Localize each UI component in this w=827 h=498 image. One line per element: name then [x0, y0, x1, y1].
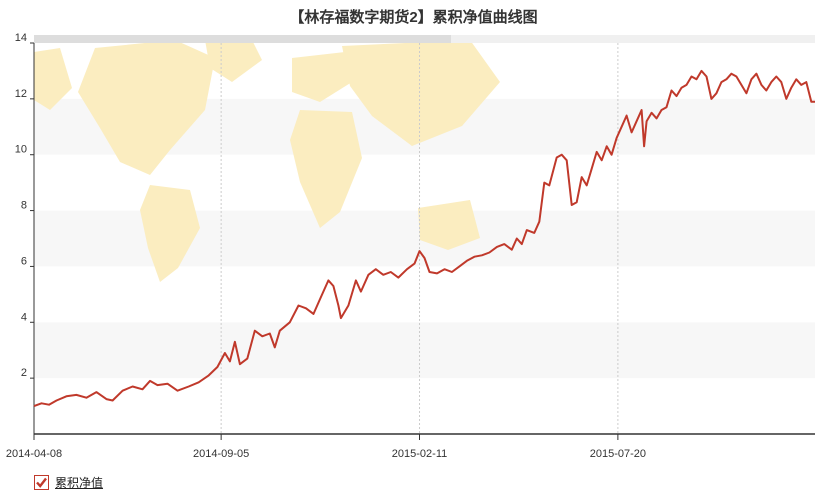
- map-greenland: [205, 36, 262, 82]
- legend: 累积净值: [34, 473, 103, 491]
- y-tick-label: 14: [15, 32, 27, 44]
- x-tick-label: 2014-04-08: [6, 448, 62, 460]
- chart-title: 【林存福数字期货2】累积净值曲线图: [289, 9, 538, 26]
- y-axis: 2 4 6 8 10 12 14: [15, 32, 35, 434]
- check-icon: [36, 477, 47, 488]
- y-tick-label: 12: [15, 88, 27, 100]
- x-axis: 2014-04-08 2014-09-05 2015-02-11 2015-07-20: [6, 433, 815, 460]
- x-tick-label: 2015-02-11: [392, 448, 447, 460]
- y-tick-label: 2: [21, 367, 27, 379]
- y-tick-label: 6: [21, 255, 27, 267]
- legend-label[interactable]: 累积净值: [55, 475, 104, 490]
- y-tick-label: 8: [21, 200, 27, 212]
- map-asia: [342, 40, 500, 146]
- series-line-cumulative-nav: [33, 69, 815, 408]
- scrollbar-thumb[interactable]: [34, 35, 451, 43]
- map-south-america: [140, 185, 200, 282]
- y-tick-label: 4: [21, 311, 27, 323]
- map-africa: [290, 110, 362, 228]
- map-north-america: [78, 40, 215, 175]
- map-australia: [418, 200, 480, 250]
- map-europe: [292, 52, 352, 102]
- world-map-watermark: [34, 36, 500, 282]
- map-west-edge: [34, 48, 72, 110]
- legend-checkbox[interactable]: [34, 474, 49, 490]
- x-tick-label: 2014-09-05: [193, 448, 249, 460]
- x-tick-label: 2015-07-20: [590, 448, 646, 460]
- y-tick-label: 10: [15, 144, 27, 156]
- band: [34, 322, 815, 379]
